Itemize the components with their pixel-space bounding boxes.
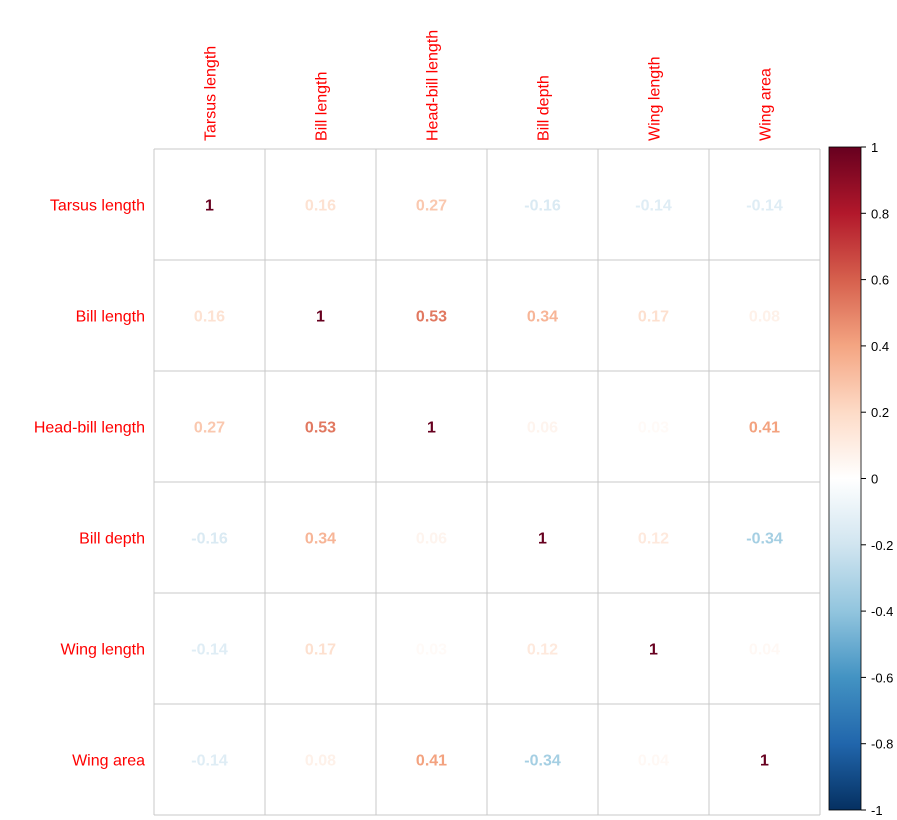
- correlation-value: 0.06: [416, 531, 447, 548]
- scale-tick-label: 0: [871, 472, 878, 487]
- correlation-value: 0.53: [305, 420, 336, 437]
- correlation-value: 1: [205, 198, 214, 215]
- correlation-value: 0.41: [749, 420, 780, 437]
- column-label: Bill depth: [536, 75, 553, 141]
- correlation-value: -0.14: [191, 753, 228, 770]
- correlation-value: 0.16: [194, 309, 225, 326]
- scale-tick-label: -0.8: [871, 737, 893, 752]
- correlation-value: 0.17: [638, 309, 669, 326]
- correlation-value: -0.14: [746, 198, 783, 215]
- column-label: Tarsus length: [203, 46, 220, 141]
- correlation-value: 0.12: [638, 531, 669, 548]
- column-label: Bill length: [314, 72, 331, 141]
- correlation-value: 0.03: [638, 420, 669, 437]
- correlation-value: 0.03: [416, 642, 447, 659]
- scale-tick-label: -1: [871, 803, 883, 818]
- row-label: Bill length: [76, 309, 145, 326]
- correlation-value: 0.08: [749, 309, 780, 326]
- correlation-value: 0.16: [305, 198, 336, 215]
- column-label: Wing area: [758, 68, 775, 141]
- matrix-grid: [153, 148, 821, 816]
- correlation-value: 0.06: [527, 420, 558, 437]
- scale-tick-label: -0.6: [871, 670, 893, 685]
- scale-tick-label: -0.4: [871, 604, 893, 619]
- correlation-value: 1: [649, 642, 658, 659]
- correlation-value: 1: [538, 531, 547, 548]
- color-scale-legend: 1 0.8 0.6 0.4 0.2 0 -0.2 -0.4 -0.6 -0.8 -1: [828, 140, 893, 818]
- correlation-value: -0.34: [746, 531, 783, 548]
- scale-tick-label: 1: [871, 140, 878, 155]
- correlation-value: 0.27: [194, 420, 225, 437]
- correlation-value: 1: [760, 753, 769, 770]
- row-label: Wing length: [61, 642, 146, 659]
- column-label: Head-bill length: [425, 30, 442, 141]
- row-label: Bill depth: [79, 531, 145, 548]
- scale-tick-label: 0.6: [871, 273, 889, 288]
- correlation-value: -0.16: [524, 198, 561, 215]
- correlation-value: -0.16: [191, 531, 228, 548]
- correlation-value: 0.34: [305, 531, 336, 548]
- column-label: Wing length: [647, 57, 664, 142]
- correlation-value: 0.12: [527, 642, 558, 659]
- correlation-value: 1: [427, 420, 436, 437]
- scale-tick-label: 0.2: [871, 405, 889, 420]
- row-labels: Tarsus length Bill length Head-bill length…: [34, 198, 145, 770]
- scale-tick-label: 0.8: [871, 206, 889, 221]
- scale-tick-label: 0.4: [871, 339, 889, 354]
- correlation-value: 0.08: [305, 753, 336, 770]
- correlation-value: 0.41: [416, 753, 447, 770]
- row-label: Wing area: [72, 753, 145, 770]
- row-label: Head-bill length: [34, 420, 145, 437]
- correlation-value: -0.34: [524, 753, 561, 770]
- correlation-value: 0.53: [416, 309, 447, 326]
- correlation-value: 0.04: [638, 753, 669, 770]
- correlation-value: 0.34: [527, 309, 558, 326]
- correlation-value: -0.14: [635, 198, 672, 215]
- scale-tick-label: -0.2: [871, 538, 893, 553]
- correlation-value: 1: [316, 309, 325, 326]
- matrix-cells: 1 0.16 0.27 -0.16 -0.14 -0.14 0.16 1 0.53 0.34 0.1…: [191, 198, 783, 770]
- correlation-value: 0.04: [749, 642, 780, 659]
- correlation-value: -0.14: [191, 642, 228, 659]
- column-labels: Tarsus length Bill length Head-bill length…: [203, 30, 775, 141]
- row-label: Tarsus length: [50, 198, 145, 215]
- color-scale-bar: [828, 146, 862, 811]
- correlation-value: 0.27: [416, 198, 447, 215]
- correlation-value: 0.17: [305, 642, 336, 659]
